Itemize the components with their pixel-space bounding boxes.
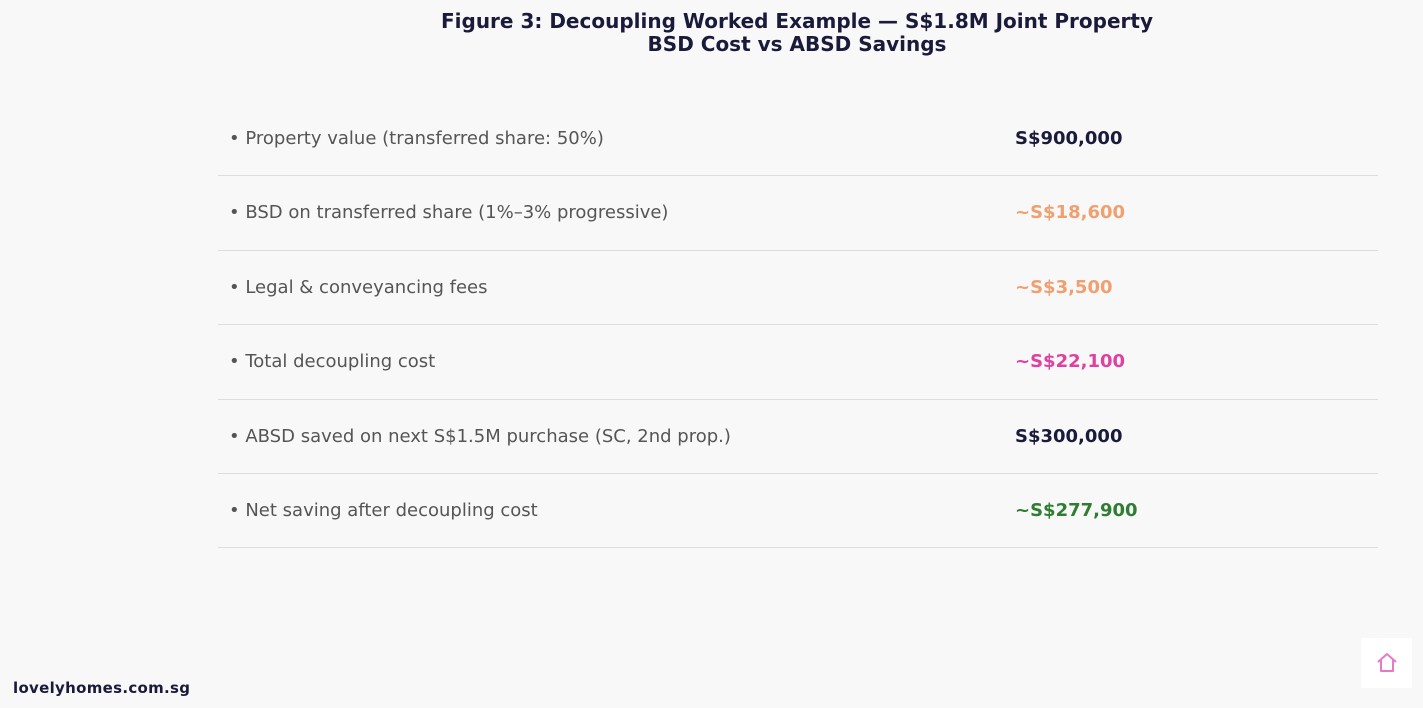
table-row: • Property value (transferred share: 50%… [218, 102, 1378, 177]
table-row: • Total decoupling cost ~S$22,100 [218, 325, 1378, 400]
row-label: • Legal & conveyancing fees [229, 276, 488, 298]
row-value: S$300,000 [1015, 425, 1123, 447]
home-logo-badge [1361, 638, 1412, 688]
row-value: ~S$277,900 [1015, 499, 1138, 521]
house-outline-icon [1376, 653, 1397, 672]
cost-table: • Property value (transferred share: 50%… [218, 102, 1378, 549]
table-row: • BSD on transferred share (1%–3% progre… [218, 176, 1378, 251]
row-value: S$900,000 [1015, 128, 1123, 149]
row-value: ~S$22,100 [1015, 351, 1126, 373]
row-label: • BSD on transferred share (1%–3% progre… [229, 202, 669, 224]
site-footer-label: lovelyhomes.com.sg [13, 679, 191, 697]
table-row: • Legal & conveyancing fees ~S$3,500 [218, 251, 1378, 326]
row-value: ~S$18,600 [1015, 202, 1126, 224]
row-label: • ABSD saved on next S$1.5M purchase (SC… [229, 425, 731, 447]
chart-title: Figure 3: Decoupling Worked Example — S$… [441, 10, 1153, 56]
row-label: • Total decoupling cost [229, 351, 436, 373]
row-value: ~S$3,500 [1015, 276, 1113, 298]
row-label: • Property value (transferred share: 50%… [229, 128, 604, 149]
title-line-2: BSD Cost vs ABSD Savings [647, 32, 947, 56]
title-line-1: Figure 3: Decoupling Worked Example — S$… [440, 9, 1154, 33]
table-row: • Net saving after decoupling cost ~S$27… [218, 474, 1378, 549]
row-label: • Net saving after decoupling cost [229, 499, 538, 521]
table-row: • ABSD saved on next S$1.5M purchase (SC… [218, 400, 1378, 474]
